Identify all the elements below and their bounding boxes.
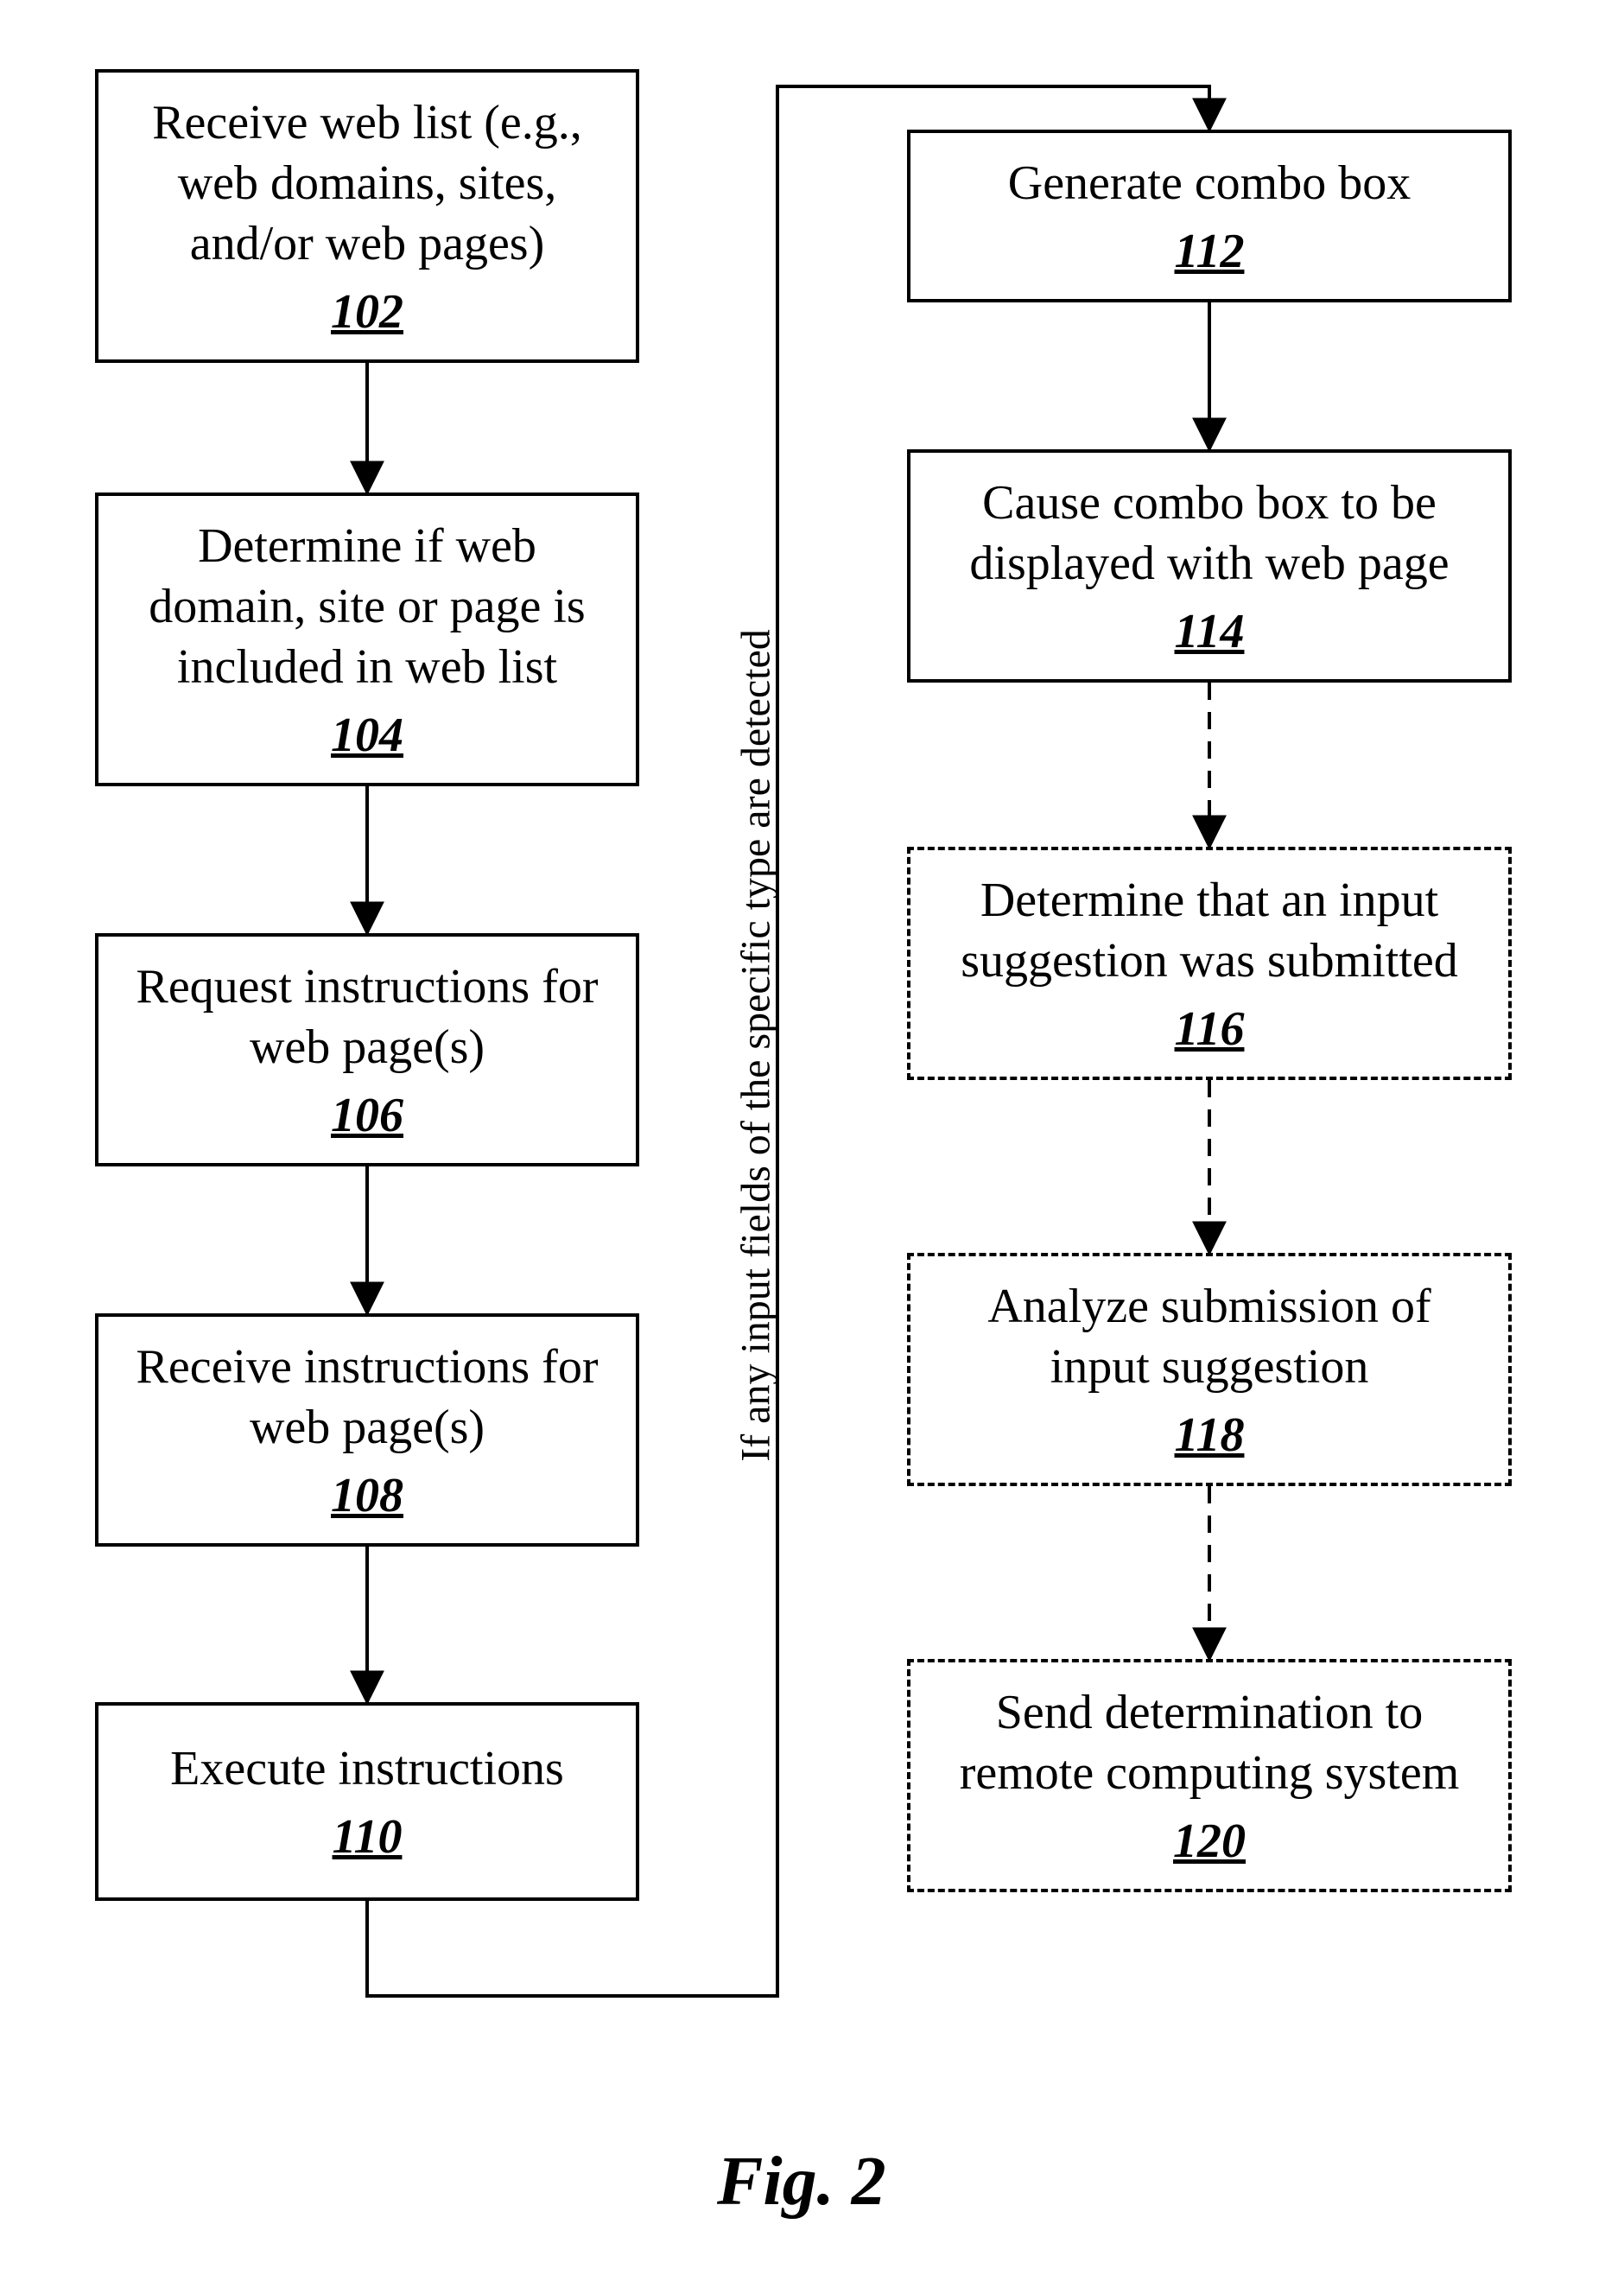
node-104: Determine if web domain, site or page is… bbox=[95, 492, 639, 786]
node-text: Determine that an input suggestion was s… bbox=[936, 870, 1482, 991]
node-text: Receive web list (e.g., web domains, sit… bbox=[124, 92, 610, 274]
node-num: 118 bbox=[1175, 1408, 1245, 1463]
node-112: Generate combo box 112 bbox=[907, 130, 1512, 302]
node-text: Send determination to remote computing s… bbox=[936, 1682, 1482, 1803]
node-num: 120 bbox=[1173, 1814, 1246, 1869]
node-110: Execute instructions 110 bbox=[95, 1702, 639, 1901]
node-text: Request instructions for web page(s) bbox=[124, 956, 610, 1077]
node-num: 104 bbox=[331, 708, 403, 763]
node-118: Analyze submission of input suggestion 1… bbox=[907, 1253, 1512, 1486]
node-text: Execute instructions bbox=[170, 1738, 564, 1799]
node-text: Receive instructions for web page(s) bbox=[124, 1337, 610, 1458]
node-102: Receive web list (e.g., web domains, sit… bbox=[95, 69, 639, 363]
node-num: 110 bbox=[333, 1809, 403, 1865]
node-text: Cause combo box to be displayed with web… bbox=[936, 473, 1482, 594]
node-text: Analyze submission of input suggestion bbox=[936, 1276, 1482, 1397]
node-108: Receive instructions for web page(s) 108 bbox=[95, 1313, 639, 1547]
node-text: Determine if web domain, site or page is… bbox=[124, 516, 610, 697]
node-114: Cause combo box to be displayed with web… bbox=[907, 449, 1512, 683]
node-num: 116 bbox=[1175, 1001, 1245, 1057]
node-num: 114 bbox=[1175, 604, 1245, 659]
node-120: Send determination to remote computing s… bbox=[907, 1659, 1512, 1892]
node-num: 108 bbox=[331, 1468, 403, 1523]
node-116: Determine that an input suggestion was s… bbox=[907, 847, 1512, 1080]
edge-label-conditional: If any input fields of the specific type… bbox=[733, 629, 780, 1462]
node-106: Request instructions for web page(s) 106 bbox=[95, 933, 639, 1166]
node-num: 106 bbox=[331, 1088, 403, 1143]
node-num: 102 bbox=[331, 284, 403, 340]
figure-caption: Fig. 2 bbox=[717, 2143, 886, 2221]
node-num: 112 bbox=[1175, 224, 1245, 279]
node-text: Generate combo box bbox=[1008, 153, 1411, 213]
